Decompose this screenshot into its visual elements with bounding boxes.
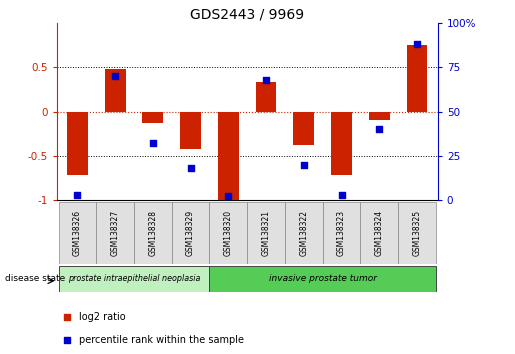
Bar (255, 82, 277, 112)
Bar (323, 202, 360, 264)
Point (73, 192, 81, 198)
Text: GSM138322: GSM138322 (299, 210, 308, 256)
Text: GSM138326: GSM138326 (73, 210, 82, 256)
Bar (59, 202, 96, 264)
Text: GSM138328: GSM138328 (148, 210, 158, 256)
Bar (407, 45, 427, 112)
Text: percentile rank within the sample: percentile rank within the sample (79, 335, 244, 344)
Bar (285, 202, 323, 264)
Text: GSM138321: GSM138321 (262, 210, 270, 256)
Bar (218, 112, 239, 200)
Bar (210, 202, 247, 264)
Bar (398, 202, 436, 264)
Point (111, 73, 119, 79)
Point (149, 141, 157, 146)
Bar (247, 202, 285, 264)
Bar (171, 202, 210, 264)
Text: disease state: disease state (5, 274, 65, 284)
Bar (134, 202, 171, 264)
Point (337, 192, 346, 198)
Text: GSM138324: GSM138324 (375, 210, 384, 256)
Text: GSM138327: GSM138327 (111, 210, 119, 256)
Point (375, 126, 383, 132)
Point (186, 165, 195, 171)
Bar (331, 112, 352, 175)
Bar (96, 202, 134, 264)
Title: GDS2443 / 9969: GDS2443 / 9969 (190, 8, 304, 22)
Text: prostate intraepithelial neoplasia: prostate intraepithelial neoplasia (68, 274, 200, 283)
Point (352, 17, 360, 22)
Point (224, 194, 232, 199)
Bar (360, 202, 398, 264)
Bar (67, 112, 88, 175)
Bar (294, 112, 314, 145)
Bar (369, 112, 390, 120)
Text: GSM138329: GSM138329 (186, 210, 195, 256)
Bar (143, 112, 163, 123)
Text: invasive prostate tumor: invasive prostate tumor (269, 274, 376, 283)
Text: GSM138320: GSM138320 (224, 210, 233, 256)
Text: GSM138325: GSM138325 (413, 210, 421, 256)
Point (262, 77, 270, 82)
Bar (59, 266, 210, 292)
Point (413, 41, 421, 47)
Point (300, 162, 308, 167)
Bar (105, 69, 126, 112)
Bar (180, 112, 201, 149)
Point (352, 224, 360, 229)
Text: GSM138323: GSM138323 (337, 210, 346, 256)
Text: log2 ratio: log2 ratio (79, 312, 126, 322)
Bar (210, 266, 436, 292)
